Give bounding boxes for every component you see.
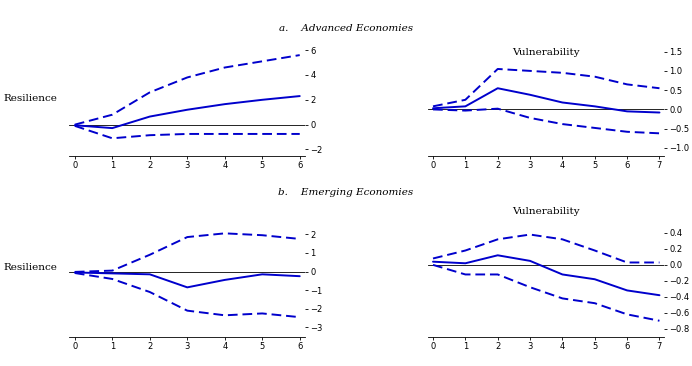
Text: a.    Advanced Economies: a. Advanced Economies bbox=[279, 24, 413, 33]
Text: Resilience: Resilience bbox=[3, 94, 57, 103]
Text: Vulnerability: Vulnerability bbox=[513, 207, 580, 216]
Text: b.    Emerging Economies: b. Emerging Economies bbox=[278, 188, 414, 198]
Text: Resilience: Resilience bbox=[3, 263, 57, 272]
Text: Vulnerability: Vulnerability bbox=[513, 48, 580, 57]
